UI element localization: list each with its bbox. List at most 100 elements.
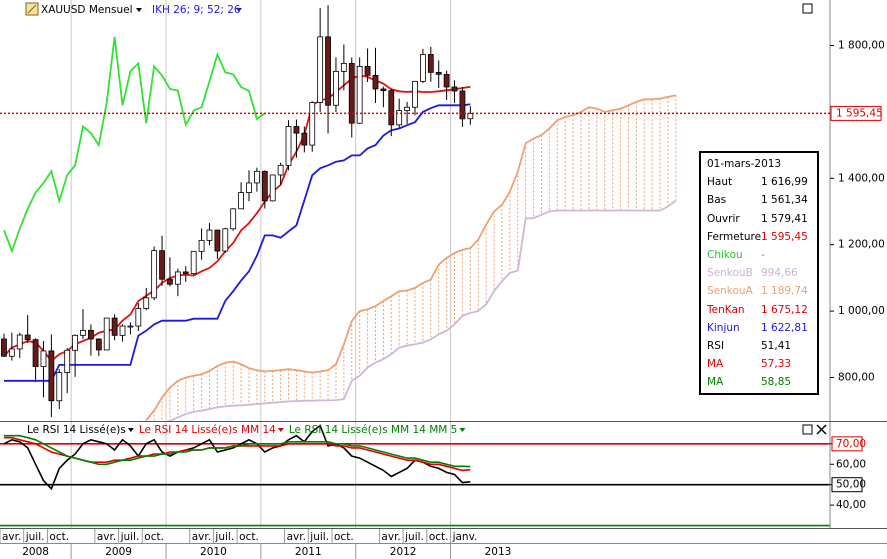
candle-body	[293, 126, 300, 134]
info-label: Bas	[707, 194, 727, 207]
info-row: SenkouA 1 189,74	[707, 282, 817, 300]
candle-body	[143, 297, 150, 309]
candle-body	[190, 250, 197, 274]
info-label: Ouvrir	[707, 212, 740, 225]
candle-body	[443, 73, 450, 88]
info-value: 1 622,81	[761, 321, 808, 334]
legend-entry[interactable]: Le RSI 14 Lissé(e)s	[27, 424, 126, 436]
x-tick-label: avr.	[381, 531, 400, 543]
candle-body	[56, 372, 63, 402]
y-tick-label: 70,00	[836, 438, 866, 450]
candle-body	[103, 317, 110, 351]
candle-body	[40, 350, 47, 367]
x-tick-label: avr.	[97, 531, 116, 543]
dropdown-arrow[interactable]	[277, 428, 284, 432]
candle-body	[32, 339, 39, 367]
info-row: TenKan 1 675,12	[707, 301, 817, 319]
candle-body	[309, 102, 316, 146]
indicator-line	[3, 74, 471, 363]
x-tick-label: avr.	[192, 531, 211, 543]
candle-body	[135, 308, 142, 327]
x-tick-label: juil.	[25, 531, 45, 543]
y-tick-label: 1 000,00	[838, 305, 885, 317]
candle-body	[119, 325, 126, 336]
indicator-line	[3, 36, 266, 254]
candle-body	[277, 164, 284, 176]
level-box	[831, 477, 863, 493]
info-row: Haut 1 616,99	[707, 173, 817, 191]
info-box: 01-mars-2013 Haut 1 616,99 Bas 1 561,34 Ouvr…	[699, 151, 819, 396]
info-row: MA 58,85	[707, 373, 817, 391]
maximize-button[interactable]	[802, 424, 813, 435]
candle-body	[64, 349, 71, 373]
candle-body	[325, 36, 331, 106]
candle-body	[301, 132, 308, 146]
close-button[interactable]	[816, 424, 827, 435]
year-label: 2012	[390, 546, 417, 558]
candle-body	[174, 271, 181, 285]
info-value: 1 189,74	[761, 285, 808, 298]
y-tick-label: 800,00	[838, 372, 875, 384]
info-value: 58,85	[761, 376, 792, 389]
x-tick-label: juil.	[120, 531, 140, 543]
candle-body	[198, 239, 205, 252]
candle-body	[214, 229, 221, 252]
candle-body	[269, 174, 276, 202]
dropdown-arrow[interactable]	[459, 428, 466, 432]
candle-body	[222, 228, 229, 252]
y-tick-label: 1 200,00	[838, 239, 885, 251]
last-price-label: 1 595,45	[836, 107, 883, 119]
candle-body	[459, 90, 466, 120]
candle-body	[261, 170, 268, 202]
candle-body	[24, 334, 31, 341]
candle-body	[285, 126, 292, 166]
info-row: Kinjun 1 622,81	[707, 319, 817, 337]
legend-entry[interactable]: Le RSI 14 Lissé(e)s MM 14	[139, 424, 276, 436]
year-label: 2013	[485, 546, 512, 558]
candle-body	[388, 90, 395, 126]
candle-body	[333, 70, 339, 106]
candle-body	[127, 325, 134, 328]
maximize-button[interactable]	[802, 3, 813, 14]
legend-entry[interactable]: Le RSI 14 Lissé(e)s MM 14 MM 5	[289, 424, 457, 436]
candle-body	[364, 66, 371, 76]
dropdown-arrow[interactable]	[127, 428, 134, 432]
indicator-label[interactable]: IKH 26; 9; 52; 26	[152, 4, 241, 16]
info-label: MA	[707, 358, 724, 371]
info-label: SenkouA	[707, 285, 753, 298]
info-value: 994,66	[761, 267, 798, 280]
dropdown-arrow[interactable]	[236, 8, 242, 12]
candle-body	[230, 208, 237, 230]
dropdown-arrow[interactable]	[136, 8, 142, 12]
candle-body	[48, 350, 55, 402]
candle-body	[412, 80, 418, 108]
info-value: 1 595,45	[761, 230, 808, 243]
info-row: MA 57,33	[707, 355, 817, 373]
candle-body	[420, 54, 426, 82]
info-label: RSI	[707, 339, 725, 352]
info-row: Fermeture 1 595,45	[707, 228, 817, 246]
candle-body	[317, 36, 324, 103]
indicator-line	[4, 103, 471, 382]
x-tick-label: juil.	[309, 531, 329, 543]
x-tick-label: avr.	[2, 531, 21, 543]
info-label: Chikou	[707, 248, 743, 261]
info-row: Bas 1 561,34	[707, 191, 817, 209]
info-label: Haut	[707, 176, 733, 189]
candle-body	[95, 338, 102, 351]
info-row: SenkouB 994,66	[707, 264, 817, 282]
info-value: 1 616,99	[761, 176, 808, 189]
symbol-label[interactable]: XAUUSD Mensuel	[41, 4, 133, 16]
info-date: 01-mars-2013	[707, 158, 782, 170]
candle-body	[254, 170, 260, 184]
year-label: 2010	[200, 546, 227, 558]
indicator-line	[145, 94, 677, 421]
candle-body	[159, 250, 165, 280]
candle-body	[372, 74, 379, 90]
year-label: 2009	[105, 546, 132, 558]
candle-body	[80, 329, 86, 336]
candle-body	[246, 182, 252, 193]
year-label: 2008	[22, 546, 49, 558]
x-tick-label: oct.	[144, 531, 164, 543]
